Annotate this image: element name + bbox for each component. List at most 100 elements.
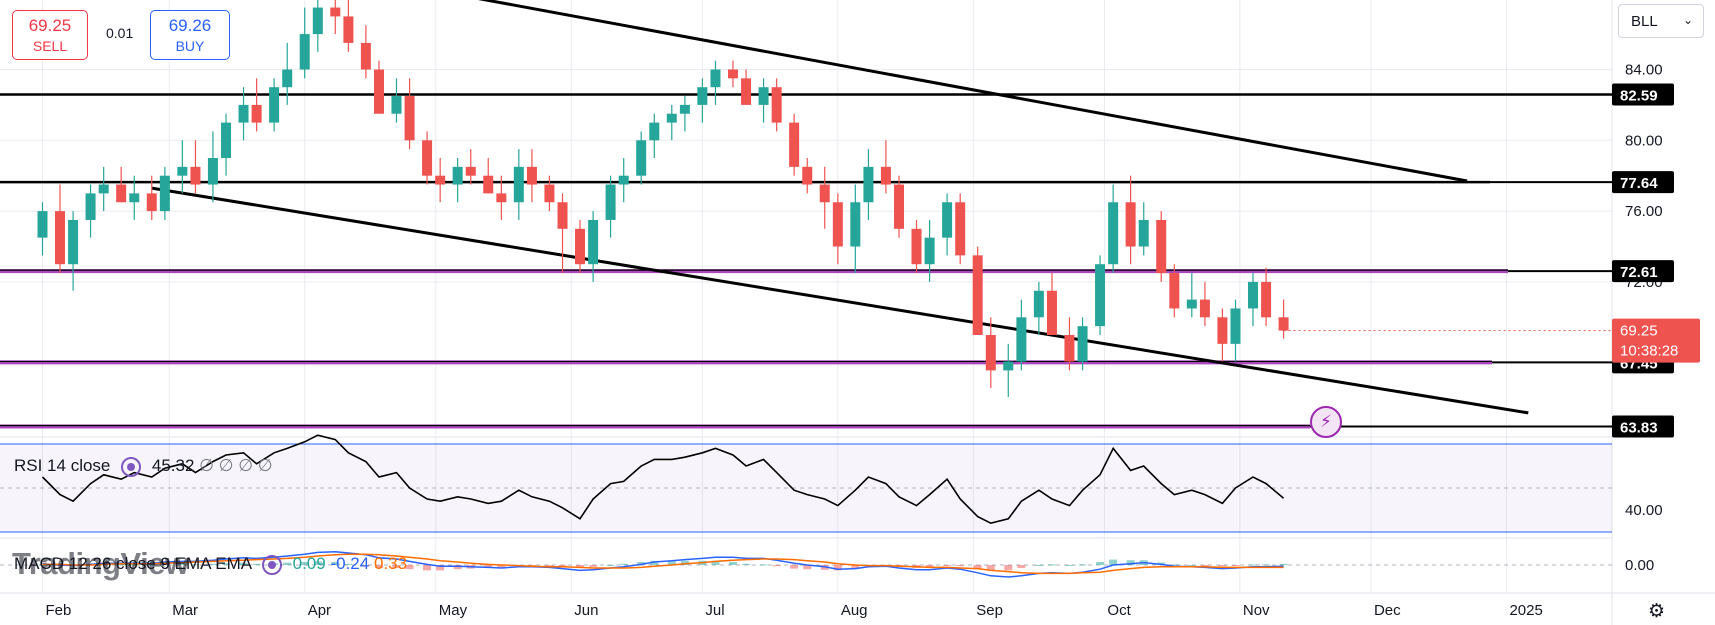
lightning-icon[interactable]: ⚡ — [1310, 406, 1342, 438]
macd-histogram-bar — [1109, 559, 1118, 565]
macd-histogram-bar — [1231, 565, 1240, 566]
macd-histogram-bar — [742, 563, 751, 565]
macd-histogram-bar — [1047, 564, 1056, 566]
candle-body — [789, 122, 800, 167]
candle-body — [1003, 361, 1014, 371]
macd-histogram-bar — [1262, 564, 1271, 566]
candle-body — [758, 87, 769, 105]
macd-histogram-bar — [973, 565, 982, 570]
candle-body — [955, 202, 966, 256]
symbol-selector[interactable]: BLL ⌄ — [1618, 4, 1704, 38]
macd-histogram-bar — [374, 565, 383, 568]
candle-body — [557, 202, 568, 229]
macd-histogram-bar — [1218, 565, 1227, 567]
candle-body — [54, 211, 65, 265]
macd-histogram-bar — [1078, 564, 1087, 566]
countdown-label: 10:38:28 — [1620, 343, 1678, 360]
candle-body — [1247, 281, 1258, 309]
candle-body — [894, 184, 905, 229]
symbol-label: BLL — [1631, 13, 1658, 30]
candle-body — [575, 228, 586, 265]
macd-histogram-bar — [331, 562, 340, 565]
y-tick-label: 84.00 — [1625, 62, 1663, 79]
macd-histogram-bar — [637, 562, 646, 565]
candle-body — [911, 228, 922, 265]
candle-body — [741, 78, 752, 105]
macd-histogram-bar — [667, 560, 676, 565]
macd-histogram-bar — [484, 565, 493, 568]
macd-histogram-bar — [147, 564, 156, 566]
macd-signal-line — [42, 553, 1284, 575]
candle-body — [207, 158, 218, 185]
rsi-legend[interactable]: RSI 14 close 45.32 ∅ ∅ ∅ ∅ — [14, 456, 273, 477]
candle-body — [1064, 335, 1075, 362]
indicator-settings-icon[interactable] — [261, 554, 282, 575]
macd-histogram-bar — [117, 564, 126, 566]
macd-histogram-bar — [1096, 562, 1105, 565]
candle-body — [802, 166, 813, 185]
candle-body — [863, 166, 874, 203]
macd-histogram-bar — [1004, 565, 1013, 571]
macd-histogram-bar — [1248, 564, 1257, 566]
rsi-na-values: ∅ ∅ ∅ ∅ — [199, 456, 273, 475]
macd-histogram-bar — [650, 560, 659, 565]
macd-histogram-bar — [453, 565, 462, 570]
macd-histogram-bar — [392, 565, 401, 568]
candle-body — [452, 166, 463, 185]
x-tick-label: Feb — [46, 602, 72, 619]
candle-body — [422, 140, 433, 176]
sell-button[interactable]: 69.25 SELL — [12, 10, 88, 60]
chevron-down-icon: ⌄ — [1682, 13, 1693, 27]
macd-histogram-bar — [711, 560, 720, 565]
candle-body — [373, 69, 384, 114]
macd-histogram-bar — [790, 565, 799, 569]
trendline — [151, 186, 1529, 415]
indicator-settings-icon[interactable] — [121, 456, 142, 477]
macd-line-value: -0.24 — [330, 554, 370, 573]
candle-body — [819, 184, 830, 203]
x-tick-label: Jul — [705, 602, 724, 619]
last-price-badge — [1612, 318, 1700, 363]
candle-body — [282, 69, 293, 88]
candle-body — [85, 193, 96, 220]
candle-body — [1016, 317, 1027, 362]
macd-histogram-bar — [160, 563, 169, 565]
rsi-band-fill — [0, 444, 1612, 532]
macd-histogram-bar — [1279, 563, 1288, 565]
buy-button[interactable]: 69.26 BUY — [150, 10, 230, 60]
candle-body — [1077, 326, 1088, 362]
macd-histogram-bar — [191, 564, 200, 566]
candle-body — [710, 69, 721, 88]
macd-histogram-bar — [1170, 564, 1179, 566]
buy-price: 69.26 — [168, 16, 212, 35]
candle-body — [177, 166, 188, 176]
candle-body — [544, 184, 555, 203]
candle-body — [1125, 202, 1136, 247]
candle-body — [985, 335, 996, 371]
price-level-badge — [1612, 171, 1674, 194]
macd-histogram-bar — [759, 564, 768, 566]
candle-body — [1138, 219, 1149, 247]
macd-histogram-bar — [728, 562, 737, 565]
candle-body — [832, 202, 843, 247]
x-tick-label: Aug — [841, 602, 868, 619]
x-tick-label: Jun — [574, 602, 598, 619]
x-tick-label: Apr — [308, 602, 331, 619]
candle-body — [465, 166, 476, 176]
x-tick-label: Oct — [1107, 602, 1131, 619]
gear-icon[interactable]: ⚙ — [1648, 601, 1666, 622]
candle-body — [483, 175, 494, 194]
macd-hist-value: 0.09 — [292, 554, 326, 573]
candle-body — [360, 42, 371, 70]
macd-tick-label: 0.00 — [1625, 557, 1654, 574]
x-tick-label: Mar — [172, 602, 198, 619]
candle-body — [1186, 299, 1197, 309]
candle-body — [972, 255, 983, 335]
candle-body — [1217, 317, 1228, 344]
candle-body — [1095, 264, 1106, 327]
sell-label: SELL — [32, 38, 68, 54]
candle-body — [330, 7, 341, 17]
macd-legend[interactable]: MACD 12 26 close 9 EMA EMA 0.09 -0.24 0.… — [14, 554, 407, 575]
candle-body — [238, 104, 249, 123]
